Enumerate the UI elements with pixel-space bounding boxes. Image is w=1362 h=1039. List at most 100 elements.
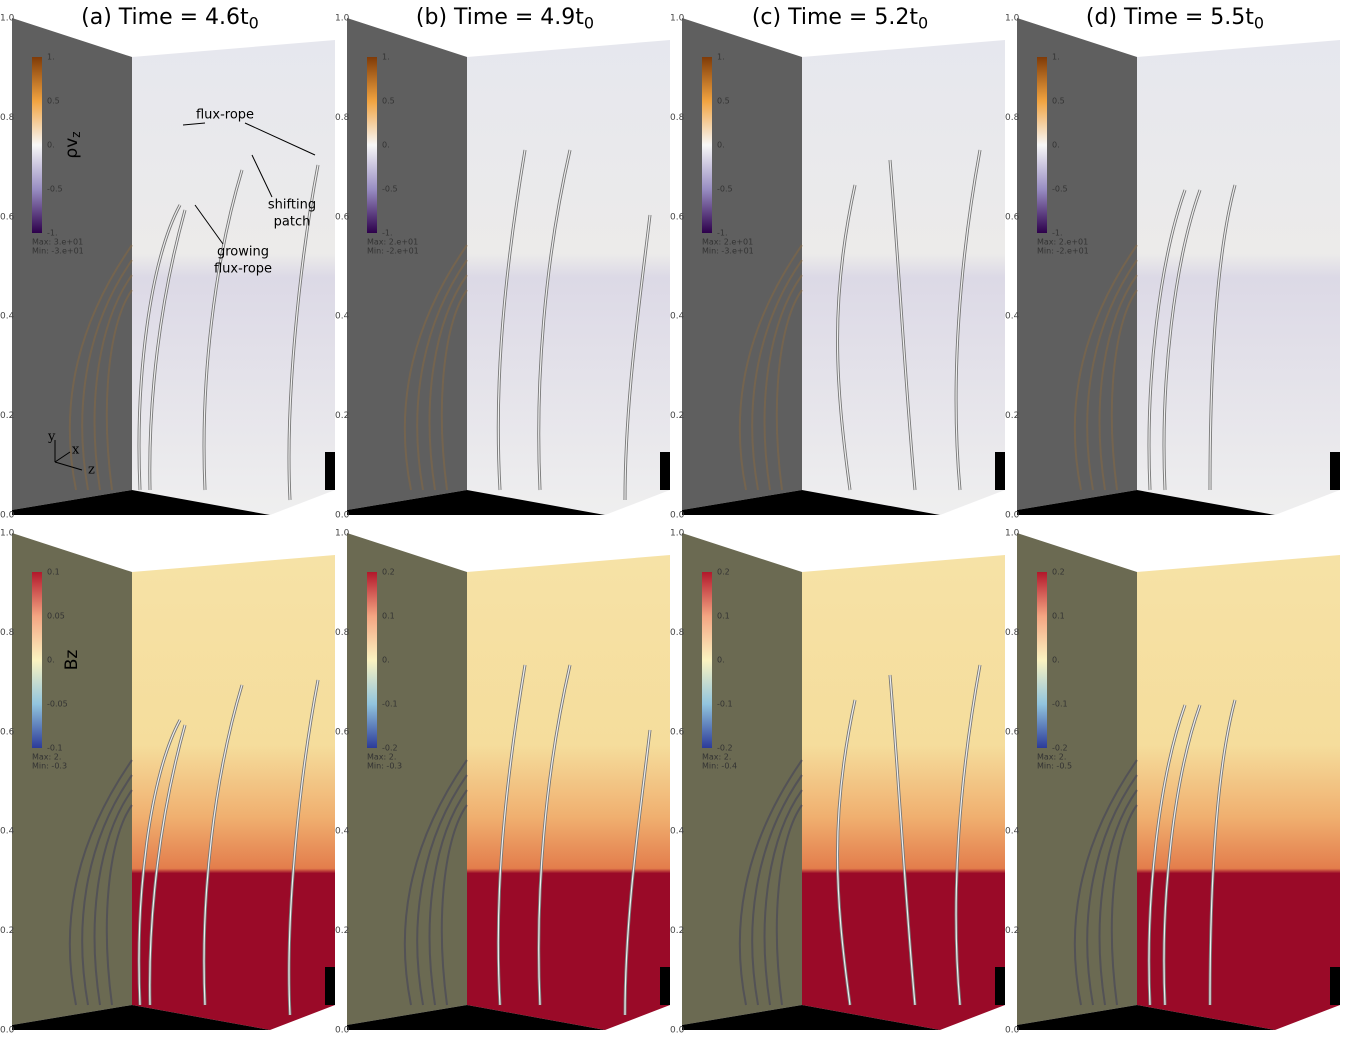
- colorbar-tick-label: 0.05: [47, 612, 65, 621]
- arc-wave: [1098, 274, 1138, 491]
- field-line-core: [138, 204, 181, 491]
- field-line-core: [538, 149, 571, 491]
- floor-edge: [995, 452, 1005, 490]
- arc-wave: [738, 244, 803, 491]
- field-line-core: [288, 679, 319, 1016]
- axis-tick-label: 0.8: [0, 113, 15, 123]
- arc-wave: [763, 274, 803, 491]
- axis-tick-label: 0.2: [1005, 411, 1019, 421]
- triad-axis: [54, 451, 71, 463]
- min-label: Min: -2.e+01: [367, 247, 419, 256]
- colorbar-tick-label: 0.1: [382, 612, 395, 621]
- left-wall: [1017, 18, 1137, 510]
- axis-tick-label: 0.6: [335, 727, 350, 737]
- field-line-core: [1209, 184, 1236, 491]
- axis-tick-label: 0.4: [1005, 312, 1020, 322]
- floor-edge: [995, 967, 1005, 1005]
- arc-wave: [93, 789, 133, 1006]
- left-wall: [347, 533, 467, 1025]
- colorbar-tick-label: 1.: [47, 53, 55, 62]
- floor: [682, 1005, 940, 1030]
- field-line-core: [1148, 189, 1186, 491]
- max-label: Max: 2.: [367, 753, 396, 762]
- colorbar-tick-label: 0.: [47, 656, 55, 665]
- axis-tick-label: 0.2: [670, 411, 684, 421]
- colorbar-tick-label: 0.5: [1052, 97, 1065, 106]
- axis-tick-label: 0.8: [335, 113, 350, 123]
- arc-wave: [81, 774, 133, 1006]
- axis-tick-label: 0.0: [335, 1026, 350, 1036]
- min-label: Min: -0.4: [702, 762, 737, 771]
- floor: [12, 490, 270, 515]
- field-line-core: [1148, 704, 1186, 1006]
- colorbar-tick-label: 0.5: [382, 97, 395, 106]
- field-line-core: [955, 664, 981, 1006]
- colorbar-tick-label: -0.5: [1052, 185, 1068, 194]
- colorbar-tick-label: -0.5: [47, 185, 63, 194]
- colorbar-tick-label: 0.: [47, 141, 55, 150]
- right-wall: [467, 40, 670, 515]
- panel-title-main: (c) Time = 5.2t: [752, 5, 919, 30]
- min-label: Min: -3.e+01: [702, 247, 754, 256]
- floor: [1017, 490, 1275, 515]
- axis-tick-label: 0.8: [1005, 113, 1020, 123]
- max-label: Max: 3.e+01: [32, 238, 83, 247]
- axis-tick-label: 0.2: [335, 411, 349, 421]
- annotation: growing: [217, 245, 269, 260]
- right-wall: [1137, 40, 1340, 515]
- axis-tick-label: 0.6: [0, 212, 15, 222]
- colorbar-tick-label: -0.5: [382, 185, 398, 194]
- arc-wave: [751, 774, 803, 1006]
- floor: [347, 1005, 605, 1030]
- field-line-core: [1163, 189, 1201, 491]
- arc-wave: [416, 774, 468, 1006]
- axis-tick-label: 0.6: [1005, 212, 1020, 222]
- field-line-core: [1209, 699, 1236, 1006]
- colorbar-variable: ρvz: [62, 131, 83, 158]
- annotation: shifting: [268, 198, 316, 213]
- colorbar-tick-label: 0.1: [1052, 612, 1065, 621]
- axis-tick-label: 0.0: [0, 511, 15, 521]
- right-wall: [1137, 555, 1340, 1030]
- axis-tick-label: 0.0: [670, 511, 685, 521]
- arc-wave: [428, 274, 468, 491]
- left-wall: [682, 18, 802, 510]
- colorbar-tick-label: 0.5: [47, 97, 60, 106]
- annotation-arrow: [194, 204, 224, 245]
- annotation: flux-rope: [214, 262, 272, 277]
- axis-tick-label: 0.6: [670, 212, 685, 222]
- min-label: Min: -3.e+01: [32, 247, 84, 256]
- colorbar: [367, 57, 377, 233]
- panel: 1.0 0.8 0.6 0.4 0.2 0.0 1. 0.5 0. -0.5 -1.Max: 2.e…: [335, 5, 670, 521]
- field-line-core: [1163, 704, 1201, 1006]
- arc-wave: [105, 804, 133, 1006]
- arc-wave: [1073, 759, 1138, 1006]
- field-line-core: [138, 719, 181, 1006]
- min-label: Min: -0.5: [1037, 762, 1072, 771]
- floor-edge: [660, 452, 670, 490]
- triad-label: y: [47, 430, 56, 445]
- colorbar-tick-label: -1.: [717, 229, 728, 238]
- field-line-core: [497, 149, 526, 491]
- left-wall: [12, 18, 132, 510]
- panel-title-subscript: 0: [918, 13, 928, 32]
- arc-wave: [1098, 789, 1138, 1006]
- axis-tick-label: 1.0: [0, 14, 15, 24]
- field-line-core: [955, 149, 981, 491]
- max-label: Max: 2.: [702, 753, 731, 762]
- colorbar: [702, 572, 712, 748]
- colorbar-tick-label: -1.: [47, 229, 58, 238]
- colorbar-tick-label: -0.1: [47, 744, 63, 753]
- floor-edge: [1330, 452, 1340, 490]
- arc-wave: [1086, 774, 1138, 1006]
- axis-tick-label: 0.2: [670, 926, 684, 936]
- floor-edge: [1330, 967, 1340, 1005]
- arc-wave: [751, 259, 803, 491]
- colorbar-variable-main: Bz: [62, 650, 82, 671]
- left-wall: [347, 18, 467, 510]
- axis-tick-label: 0.8: [335, 628, 350, 638]
- max-label: Max: 2.e+01: [1037, 238, 1088, 247]
- arc-wave: [1086, 259, 1138, 491]
